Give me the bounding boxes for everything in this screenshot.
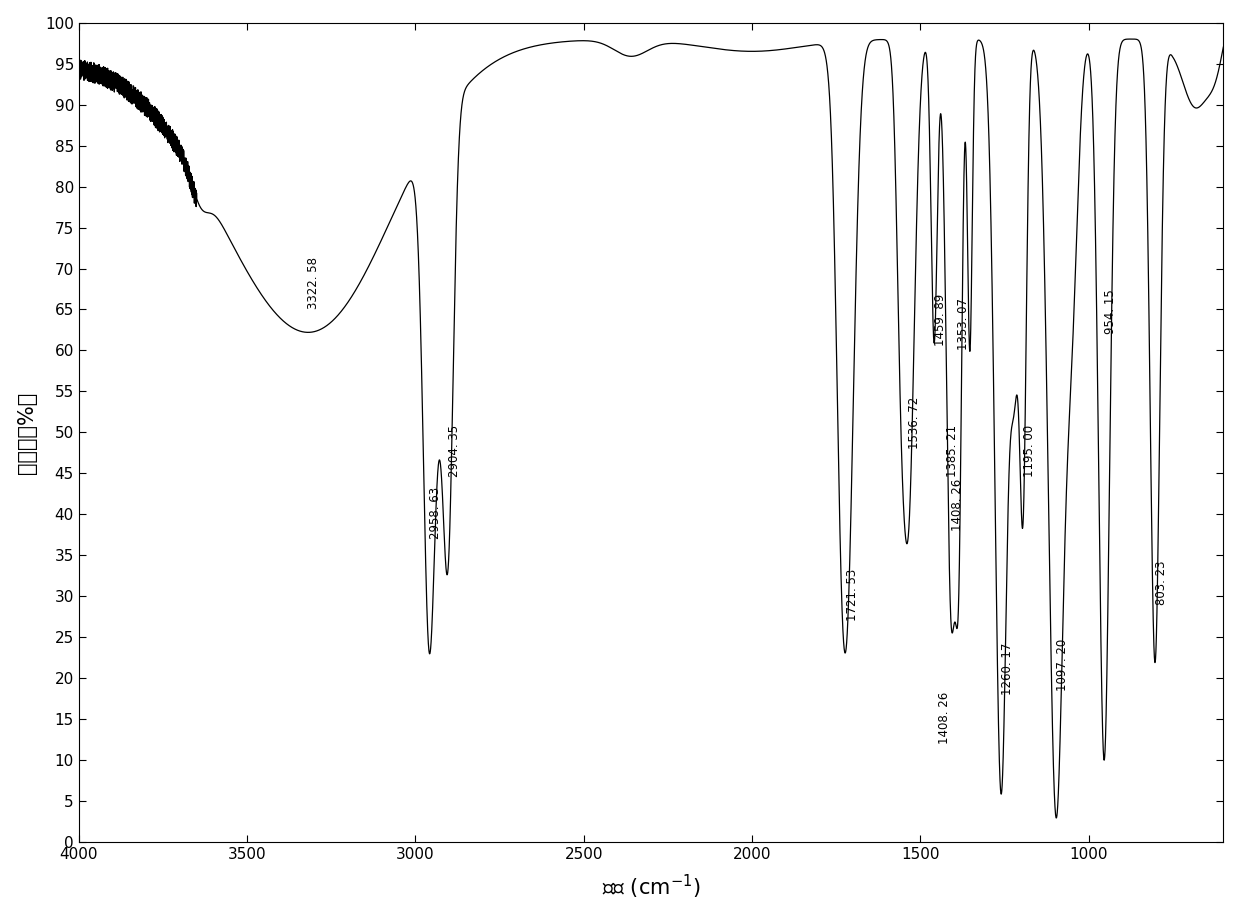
Text: 1721. 53: 1721. 53 [846, 568, 859, 621]
Text: 2904. 35: 2904. 35 [448, 425, 460, 477]
Text: 954. 15: 954. 15 [1104, 289, 1117, 334]
Text: 1459. 89: 1459. 89 [934, 294, 947, 346]
X-axis label: 波数 (cm$^{-1}$): 波数 (cm$^{-1}$) [601, 873, 701, 901]
Text: 1353. 07: 1353. 07 [957, 298, 970, 351]
Text: 1260. 17: 1260. 17 [1001, 643, 1014, 695]
Text: 2958. 63: 2958. 63 [429, 487, 443, 539]
Y-axis label: 透过率（%）: 透过率（%） [16, 391, 37, 474]
Text: 1536. 72: 1536. 72 [908, 397, 921, 449]
Text: 1385. 21: 1385. 21 [946, 425, 959, 477]
Text: 803. 23: 803. 23 [1154, 560, 1168, 605]
Text: 1097. 20: 1097. 20 [1056, 638, 1069, 690]
Text: 1408. 26: 1408. 26 [939, 691, 951, 744]
Text: 1408. 26: 1408. 26 [951, 478, 965, 531]
Text: 3322. 58: 3322. 58 [306, 257, 320, 309]
Text: 1195. 00: 1195. 00 [1023, 425, 1037, 477]
